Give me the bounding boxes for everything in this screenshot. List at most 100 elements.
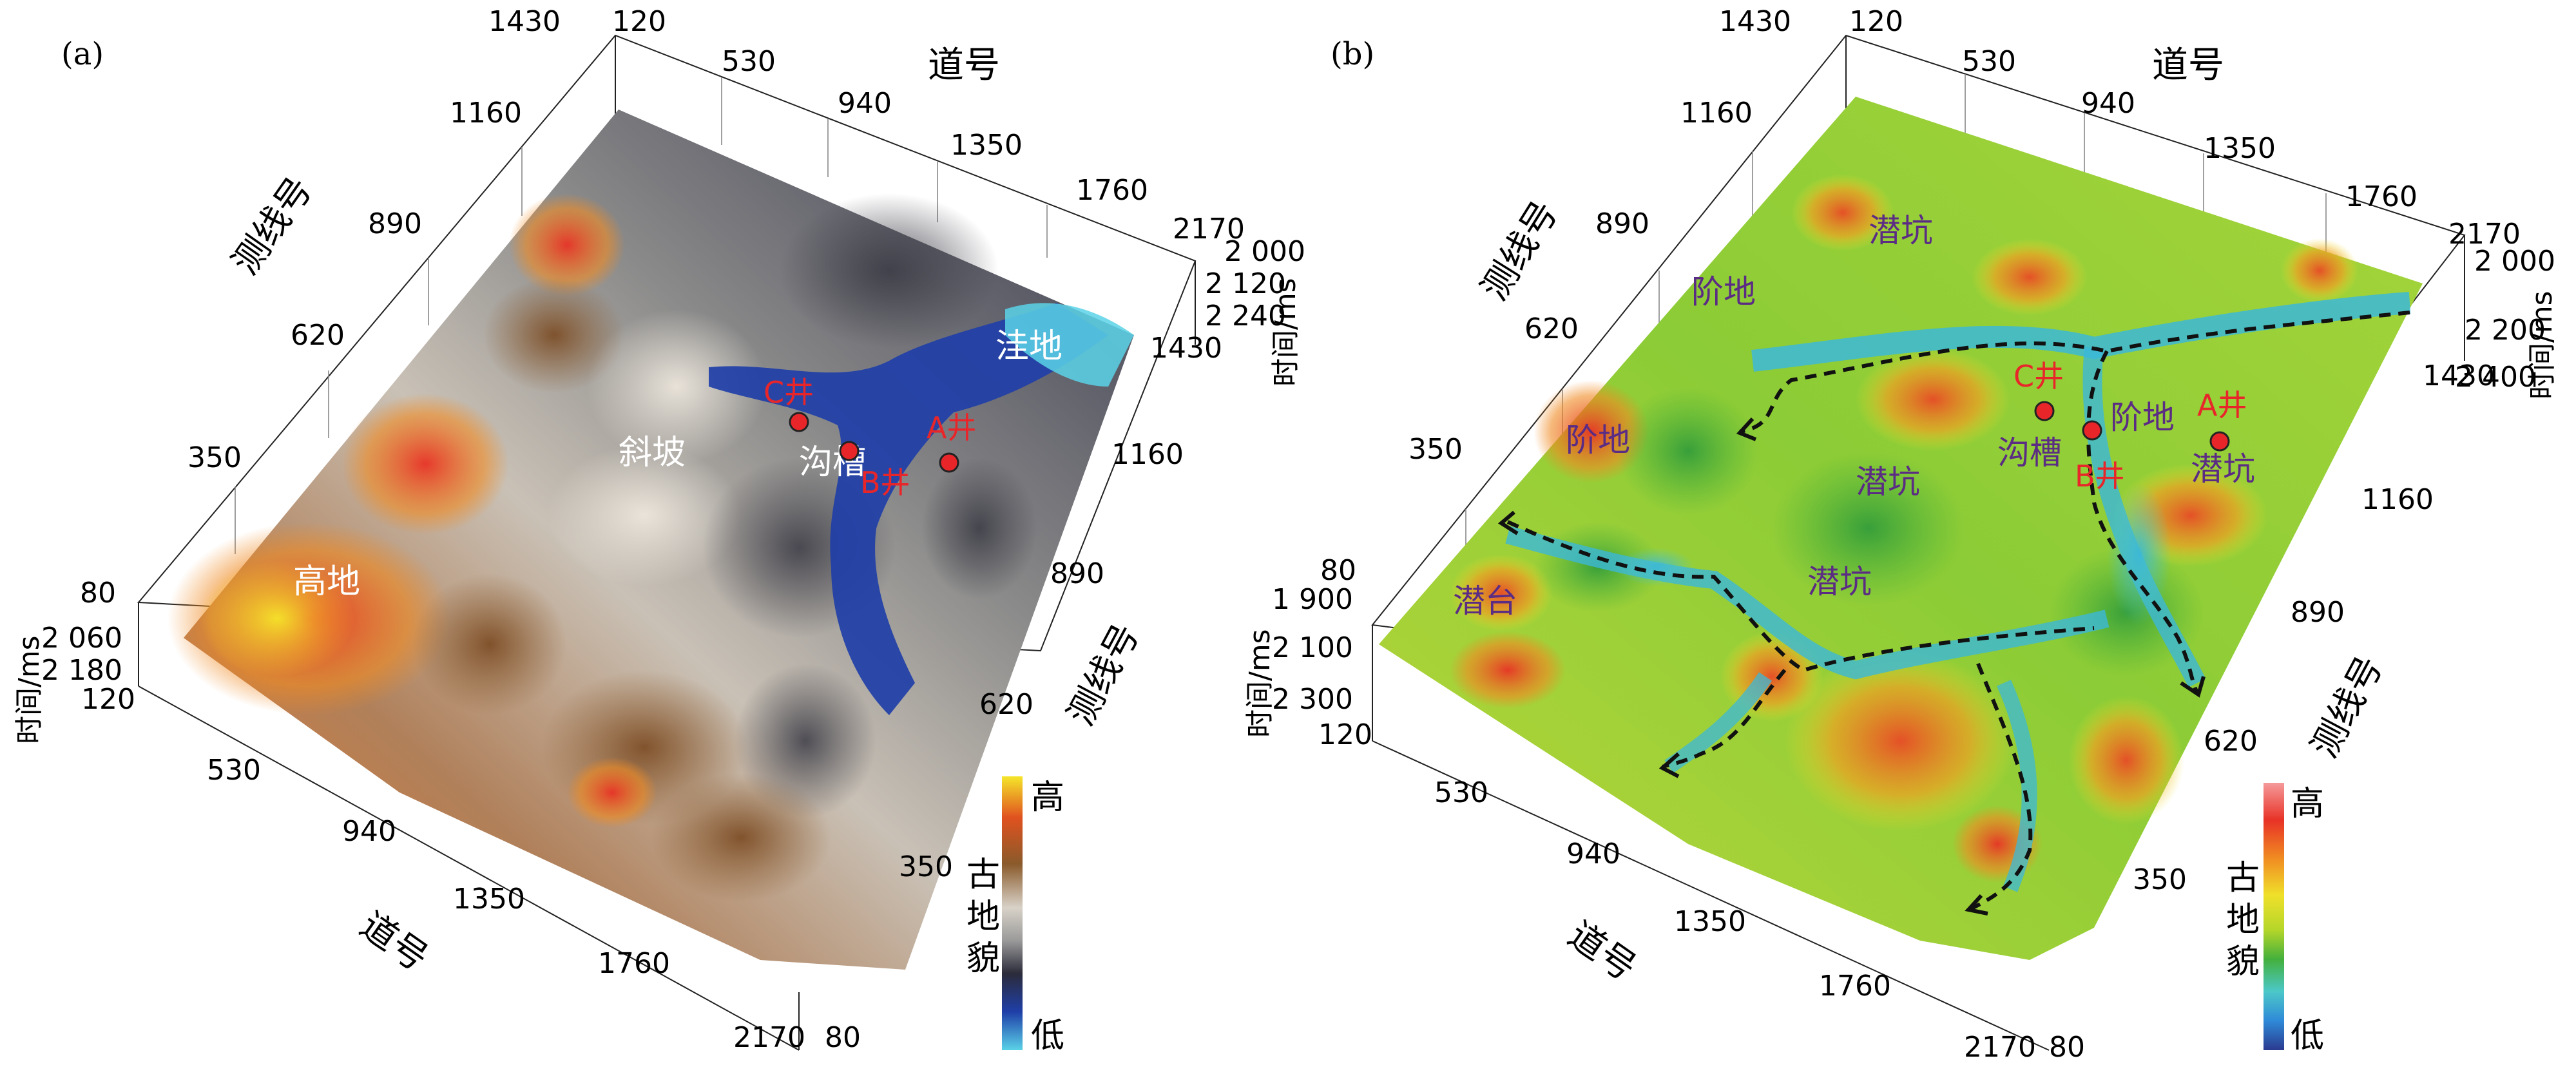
tick-label: 80 bbox=[2049, 1031, 2085, 1064]
well-c-marker bbox=[2034, 401, 2055, 421]
flow-path bbox=[1662, 669, 1787, 769]
panel-a-z-ticks-right: 2 000 2 120 2 240 bbox=[1205, 235, 1305, 332]
flow-path bbox=[2086, 350, 2199, 694]
flow-path bbox=[1970, 662, 2033, 910]
region-label: 潜台 bbox=[1453, 582, 1517, 620]
tick-label: 620 bbox=[2204, 725, 2258, 758]
y-axis-title-front: 测线号 bbox=[1060, 617, 1148, 733]
region-label: 阶地 bbox=[1566, 421, 1630, 459]
x-axis-title-back: 道号 bbox=[928, 44, 1000, 86]
x-axis-title-back: 道号 bbox=[2152, 44, 2224, 86]
tick-label: 1430 bbox=[488, 5, 561, 38]
panel-b-back-x-ticks: 120 530 940 1350 1760 2170 bbox=[1849, 5, 2521, 251]
panel-a-back-x-ticks: 120 530 940 1350 1760 2170 bbox=[612, 5, 1245, 245]
tick-label: 530 bbox=[722, 45, 776, 78]
well-b-marker bbox=[2082, 420, 2102, 441]
y-axis-title-front: 测线号 bbox=[2303, 649, 2391, 765]
z-axis-title-right: 时间/ms bbox=[2526, 291, 2559, 399]
colorbar-title: 地 bbox=[966, 897, 1000, 936]
well-markers-b: C井 B井 A井 bbox=[2014, 359, 2247, 494]
colorbar-title: 古 bbox=[966, 856, 1000, 894]
tick-label: 1760 bbox=[2345, 180, 2417, 213]
tick-label: 1160 bbox=[2361, 483, 2434, 516]
flow-path bbox=[1506, 520, 2095, 673]
tick-label: 120 bbox=[1849, 5, 1903, 38]
tick-label: 890 bbox=[2291, 596, 2345, 629]
tick-label: 2170 bbox=[1964, 1031, 2036, 1064]
well-label: A井 bbox=[927, 410, 976, 445]
tick-label: 2 060 bbox=[41, 622, 122, 655]
colorbar-high-label: 高 bbox=[2291, 785, 2324, 823]
tick-label: 2170 bbox=[2448, 218, 2521, 251]
panel-b-back-y-ticks: 1430 1160 890 620 350 80 bbox=[1320, 5, 1791, 587]
tick-label: 940 bbox=[2081, 87, 2135, 120]
well-c-marker bbox=[789, 412, 809, 432]
colorbar-scale bbox=[2264, 783, 2284, 1050]
well-a-marker bbox=[2209, 431, 2230, 452]
colorbar-title: 古 bbox=[2226, 859, 2260, 897]
z-axis-title-right: 时间/ms bbox=[1269, 278, 1302, 387]
tick-label: 2170 bbox=[1173, 213, 1245, 245]
z-axis-title-left: 时间/ms bbox=[1244, 629, 1276, 738]
tick-label: 2 000 bbox=[1224, 235, 1305, 268]
well-markers-a: C井 B井 A井 bbox=[764, 375, 976, 500]
tick-label: 1160 bbox=[450, 97, 522, 130]
tick-label: 1350 bbox=[2204, 132, 2276, 165]
region-label: 潜坑 bbox=[2191, 450, 2255, 488]
region-label: 潜坑 bbox=[1856, 463, 1920, 501]
tick-label: 350 bbox=[2133, 863, 2187, 896]
arrowhead bbox=[1658, 752, 1680, 778]
panel-a-z-ticks-left: 2 060 2 180 bbox=[41, 622, 122, 687]
tick-label: 1760 bbox=[1819, 970, 1891, 1003]
panel-a: (a) bbox=[13, 5, 1305, 1055]
tick-label: 890 bbox=[368, 207, 422, 240]
tick-label: 2 240 bbox=[1205, 300, 1286, 332]
tick-label: 2 000 bbox=[2474, 245, 2555, 278]
region-label: 高地 bbox=[293, 562, 360, 601]
tick-label: 1350 bbox=[1674, 905, 1746, 938]
tick-label: 350 bbox=[1408, 433, 1463, 466]
flow-path bbox=[1739, 311, 2410, 434]
tick-label: 940 bbox=[342, 815, 396, 848]
panel-b-label: (b) bbox=[1331, 36, 1374, 72]
colorbar-low-label: 低 bbox=[2291, 1017, 2324, 1055]
tick-label: 890 bbox=[1050, 557, 1104, 590]
tick-label: 620 bbox=[979, 688, 1033, 721]
panel-b-z-ticks-left: 1 900 2 100 2 300 bbox=[1272, 583, 1353, 716]
flow-paths bbox=[1506, 311, 2410, 910]
tick-label: 1430 bbox=[2423, 360, 2495, 392]
tick-label: 2 120 bbox=[1205, 267, 1286, 300]
tick-label: 120 bbox=[612, 5, 666, 38]
well-label: C井 bbox=[2014, 359, 2064, 394]
region-label: 潜坑 bbox=[1869, 212, 1933, 249]
tick-label: 350 bbox=[899, 850, 953, 883]
tick-label: 620 bbox=[1524, 312, 1579, 345]
arrowhead bbox=[2180, 676, 2206, 698]
tick-label: 2 300 bbox=[1272, 683, 1353, 716]
tick-label: 1160 bbox=[1111, 438, 1184, 471]
colorbar-scale bbox=[1002, 776, 1023, 1050]
region-label: 洼地 bbox=[995, 327, 1062, 366]
panel-a-surface bbox=[168, 110, 1134, 970]
tick-label: 2 200 bbox=[2465, 314, 2546, 347]
tick-label: 80 bbox=[80, 577, 116, 609]
z-axis-title-left: 时间/ms bbox=[13, 635, 46, 744]
tick-label: 350 bbox=[187, 441, 242, 474]
panel-a-front-y-ticks: 80 350 620 890 1160 1430 bbox=[825, 332, 1222, 1054]
tick-label: 2 180 bbox=[41, 654, 122, 687]
tick-label: 120 bbox=[1318, 718, 1372, 751]
tick-label: 2 100 bbox=[1272, 631, 1353, 664]
x-axis-title-front: 道号 bbox=[352, 904, 436, 979]
well-b-marker bbox=[839, 441, 860, 461]
tick-label: 1760 bbox=[1076, 174, 1148, 207]
panel-b-surface bbox=[1379, 97, 2423, 960]
tick-label: 2170 bbox=[733, 1021, 805, 1054]
tick-label: 2 400 bbox=[2455, 361, 2536, 394]
tick-label: 1 900 bbox=[1272, 583, 1353, 616]
colorbar-title: 貌 bbox=[2226, 943, 2260, 981]
colorbar-high-label: 高 bbox=[1031, 778, 1064, 817]
tick-label: 1430 bbox=[1719, 5, 1791, 38]
panel-b-colorbar: 高 低 古 地 貌 bbox=[2226, 783, 2324, 1055]
tick-label: 530 bbox=[1434, 776, 1488, 809]
panel-b-z-ticks-right: 2 000 2 200 2 400 bbox=[2455, 245, 2555, 394]
